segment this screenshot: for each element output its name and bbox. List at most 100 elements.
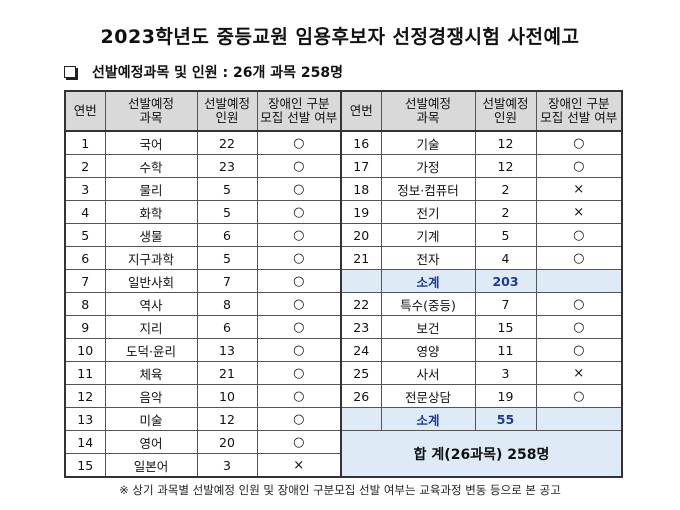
cell-disabled: ○ [256,338,342,362]
cell-disabled: ○ [535,154,623,178]
cell-no: 15 [64,453,106,478]
cell-disabled: × [535,177,623,201]
cell-count: 7 [196,269,258,293]
cell-count: 2 [474,200,537,224]
table-row: 11 체육 21 ○ 25 사서 3 × [64,361,623,385]
table-row: 2 수학 23 ○ 17 가정 12 ○ [64,154,623,178]
cell-disabled: ○ [535,292,623,316]
cell-no: 20 [340,223,382,247]
cell-disabled: ○ [256,130,342,155]
header-disabled: 장애인 구분 모집 선발 여부 [256,90,342,132]
cell-subject: 국어 [104,130,198,155]
cell-disabled: ○ [256,407,342,431]
cell-subject: 영양 [380,338,476,362]
cell-count: 5 [474,223,537,247]
cell-no: 10 [64,338,106,362]
cell-disabled: ○ [256,154,342,178]
header-no-right: 연번 [340,90,382,132]
header-subject-right: 선발예정 과목 [380,90,476,132]
cell-subject: 물리 [104,177,198,201]
subtotal-count: 203 [474,269,537,293]
cell-subject: 기계 [380,223,476,247]
cell-disabled: ○ [256,177,342,201]
cell-no: 25 [340,361,382,385]
cell-subject: 가정 [380,154,476,178]
table-row: 14 영어 20 ○ 합 계(26과목) 258명 [64,430,623,478]
cell-disabled: ○ [256,384,342,408]
subjects-table: 연번 선발예정 과목 선발예정 인원 장애인 구분 모집 선발 여부 연번 선발예정 과… [64,90,623,478]
cell-subject: 기술 [380,130,476,155]
subtotal-blank [535,269,623,293]
cell-disabled: ○ [535,384,623,408]
cell-subject: 도덕·윤리 [104,338,198,362]
header-count: 선발예정 인원 [196,90,258,132]
cell-disabled: ○ [256,269,342,293]
cell-no: 8 [64,292,106,316]
cell-no: 19 [340,200,382,224]
cell-no: 5 [64,223,106,247]
header-disabled-right: 장애인 구분 모집 선발 여부 [535,90,623,132]
table-row: 6 지구과학 5 ○ 21 전자 4 ○ [64,246,623,270]
cell-count: 12 [474,154,537,178]
cell-subject: 생물 [104,223,198,247]
cell-count: 7 [474,292,537,316]
subtotal-blank [340,407,382,431]
cell-count: 6 [196,315,258,339]
table-row: 7 일반사회 7 ○ 소계 203 [64,269,623,293]
table-row: 15 일본어 3 × [64,453,622,478]
checkbox-bullet-icon [64,66,76,78]
cell-count: 21 [196,361,258,385]
cell-disabled: ○ [256,315,342,339]
cell-no: 13 [64,407,106,431]
cell-no: 24 [340,338,382,362]
cell-disabled: ○ [535,130,623,155]
cell-disabled: ○ [256,361,342,385]
table-row: 1 국어 22 ○ 16 기술 12 ○ [64,130,623,155]
cell-count: 23 [196,154,258,178]
cell-count: 22 [196,130,258,155]
subtotal-count: 55 [474,407,537,431]
cell-disabled: ○ [535,223,623,247]
cell-no: 7 [64,269,106,293]
cell-count: 11 [474,338,537,362]
cell-no: 9 [64,315,106,339]
table-row: 13 미술 12 ○ 소계 55 [64,407,623,431]
cell-no: 16 [340,130,382,155]
section-subtitle: 선발예정과목 및 인원 : 26개 과목 258명 [64,62,343,82]
cell-disabled: ○ [256,223,342,247]
grand-total: 합 계(26과목) 258명 [340,430,623,478]
cell-subject: 음악 [104,384,198,408]
cell-no: 26 [340,384,382,408]
cell-disabled: ○ [256,200,342,224]
cell-no: 2 [64,154,106,178]
cell-no: 3 [64,177,106,201]
table-row: 10 도덕·윤리 13 ○ 24 영양 11 ○ [64,338,623,362]
table-row: 12 음악 10 ○ 26 전문상담 19 ○ [64,384,623,408]
cell-count: 4 [474,246,537,270]
cell-count: 3 [196,453,258,478]
cell-disabled: × [535,361,623,385]
cell-count: 3 [474,361,537,385]
cell-no: 18 [340,177,382,201]
cell-no: 21 [340,246,382,270]
cell-count: 5 [196,200,258,224]
subtotal-label: 소계 [380,407,476,431]
page-title: 2023학년도 중등교원 임용후보자 선정경쟁시험 사전예고 [100,26,580,48]
cell-count: 13 [196,338,258,362]
cell-subject: 전자 [380,246,476,270]
cell-count: 5 [196,177,258,201]
cell-disabled: ○ [535,315,623,339]
table-row: 9 지리 6 ○ 23 보건 15 ○ [64,315,623,339]
cell-no: 23 [340,315,382,339]
cell-disabled: ○ [256,246,342,270]
cell-subject: 보건 [380,315,476,339]
cell-disabled: ○ [256,430,342,454]
cell-count: 12 [196,407,258,431]
cell-subject: 영어 [104,430,198,454]
cell-subject: 전기 [380,200,476,224]
cell-count: 19 [474,384,537,408]
cell-disabled: ○ [256,292,342,316]
cell-subject: 사서 [380,361,476,385]
cell-disabled: × [256,453,342,478]
cell-subject: 특수(중등) [380,292,476,316]
